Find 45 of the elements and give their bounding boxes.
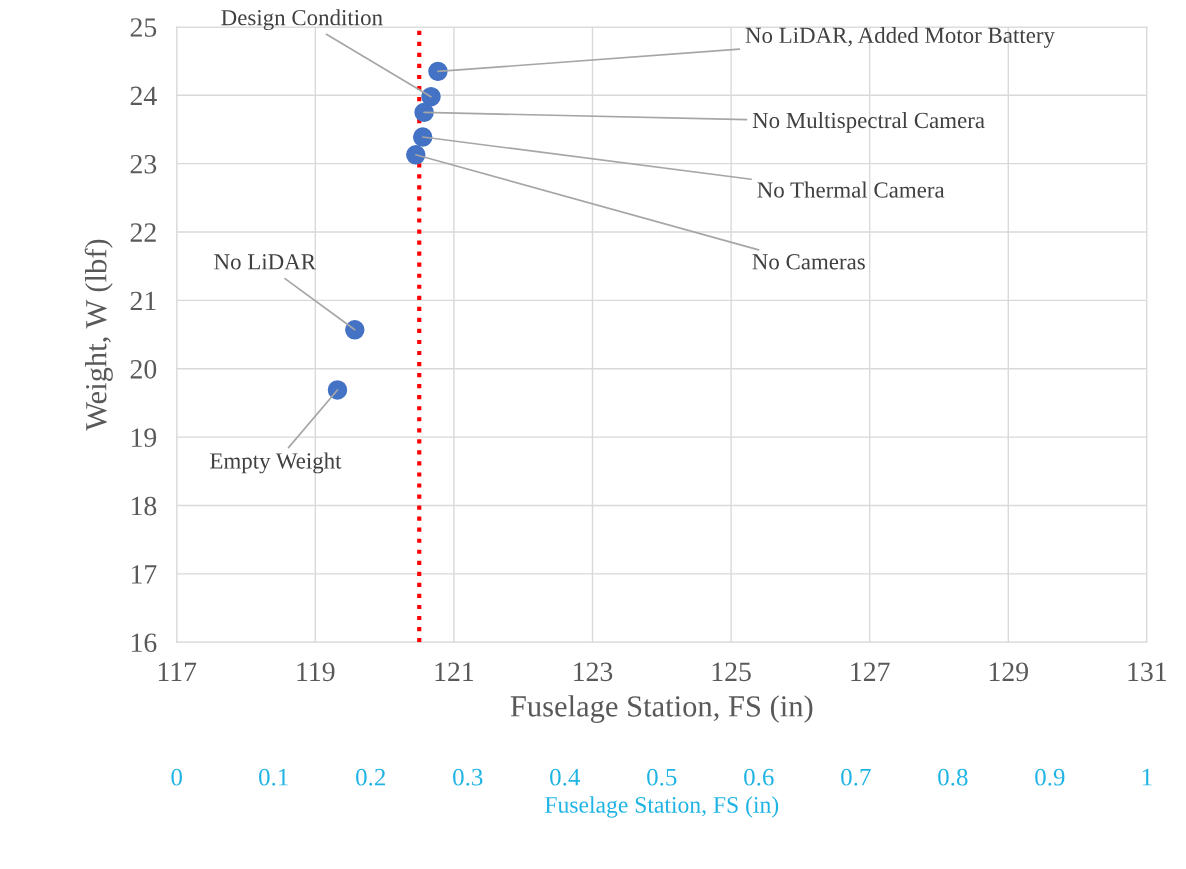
x-tick-label: 121 xyxy=(435,662,474,681)
x2-tick-label: 0.5 xyxy=(647,768,677,786)
y-tick-label: 19 xyxy=(131,428,157,448)
x2-axis-title: Fuselage Station, FS (in) xyxy=(545,796,779,818)
y-axis-title: Weight, W (lbf) xyxy=(84,239,113,431)
x-tick-label: 119 xyxy=(297,662,335,682)
annotation: Empty Weight xyxy=(210,452,342,474)
x2-tick-label: 0.6 xyxy=(744,768,774,786)
x2-tick-label: 0.1 xyxy=(259,768,288,786)
point xyxy=(428,61,448,82)
point xyxy=(327,380,348,400)
y-tick-label: 16 xyxy=(131,633,157,653)
x2-tick-label: 0.9 xyxy=(1035,768,1065,786)
x-tick-label: 125 xyxy=(712,662,751,682)
x2-tick-label: 1 xyxy=(1142,768,1152,786)
x2-tick-label: 0.7 xyxy=(841,768,871,786)
y-tick-label: 21 xyxy=(130,291,156,311)
x-tick-label: 131 xyxy=(1128,662,1167,682)
x-tick-label: 117 xyxy=(158,662,197,681)
annotation: No LiDAR xyxy=(214,254,317,270)
x-axis-title: Fuselage Station, FS (in) xyxy=(510,695,813,723)
x-tick-label: 123 xyxy=(574,662,613,682)
point xyxy=(412,127,433,147)
point xyxy=(406,145,426,165)
x2-tick-label: 0.2 xyxy=(356,768,385,786)
y-tick-label: 22 xyxy=(130,223,156,242)
x2-tick-label: 0.4 xyxy=(550,768,581,786)
y-tick-label: 18 xyxy=(131,496,157,516)
y-tick-label: 23 xyxy=(130,154,157,174)
y-tick-label: 24 xyxy=(130,86,157,105)
x-tick-label: 127 xyxy=(851,662,890,681)
y-tick-label: 17 xyxy=(131,565,157,584)
y-tick-label: 25 xyxy=(130,18,157,37)
x2-tick-label: 0.8 xyxy=(938,768,968,786)
x-tick-label: 129 xyxy=(989,662,1028,682)
point xyxy=(414,102,434,123)
annotation: Design Condition xyxy=(221,9,383,31)
x2-tick-label: 0.3 xyxy=(453,768,483,786)
y-tick-label: 20 xyxy=(130,359,157,379)
point xyxy=(345,320,365,340)
annotation: No Multispectral Camera xyxy=(752,112,985,133)
x2-tick-label: 0 xyxy=(171,768,183,786)
annotation: No Cameras xyxy=(752,254,865,270)
annotation: No Thermal Camera xyxy=(757,181,945,198)
annotation: No LiDAR, Added Motor Battery xyxy=(745,26,1055,48)
